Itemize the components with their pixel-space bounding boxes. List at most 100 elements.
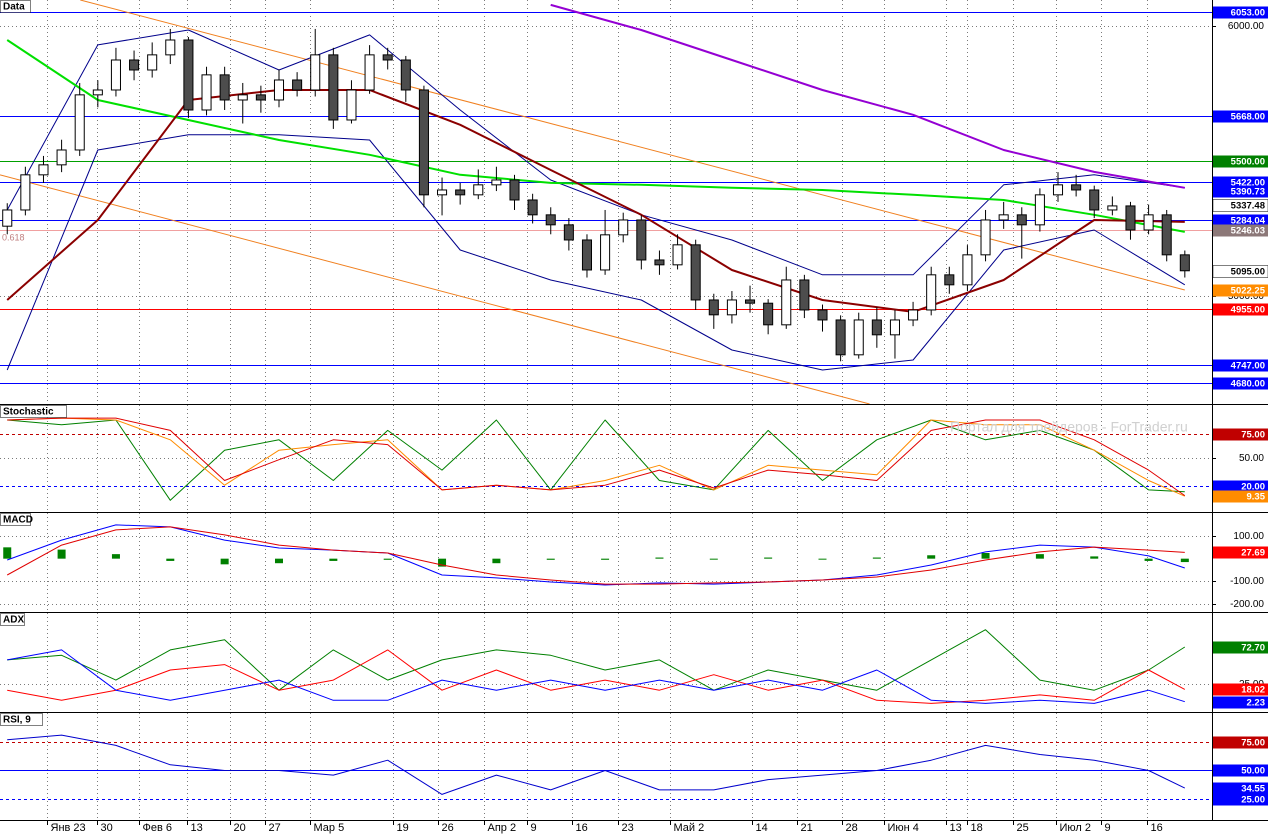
candle-body: [328, 54, 339, 121]
histogram-bar: [709, 558, 718, 560]
histogram-bar: [1035, 554, 1044, 559]
panel: [0, 613, 1212, 712]
candle-body: [708, 299, 719, 316]
candle-body: [1143, 214, 1154, 231]
candle-body: [817, 309, 828, 321]
series-line: [7, 649, 1185, 704]
candle-body: [998, 214, 1009, 221]
histogram-bar: [818, 558, 827, 560]
x-tick-label: Янв 23: [51, 822, 86, 834]
candle-body: [255, 94, 266, 101]
candle-body: [545, 214, 556, 226]
histogram-bar: [383, 558, 392, 560]
candle-body: [581, 239, 593, 271]
histogram-bar: [111, 554, 120, 559]
histogram-bar: [492, 558, 501, 564]
candle-body: [1071, 184, 1082, 191]
level-label-box: [1213, 6, 1268, 19]
level-label: 18.02: [1241, 685, 1265, 696]
candle-body: [110, 59, 121, 91]
panel: [0, 0, 1212, 404]
series-line: [7, 419, 1185, 501]
panel-title: ADX: [3, 615, 24, 626]
candle-body: [1016, 214, 1027, 226]
level-label-box: [1213, 764, 1268, 777]
series-line: [6, 39, 1185, 233]
histogram-bar: [981, 553, 990, 559]
candle-body: [690, 244, 701, 301]
candle-body: [980, 219, 991, 256]
series-line: [6, 526, 1185, 585]
level-label: 72.70: [1241, 643, 1265, 654]
candle-body: [310, 54, 321, 91]
candle-body: [835, 319, 846, 356]
level-label-box: [1213, 303, 1268, 316]
candle-body: [600, 234, 611, 271]
candle-body: [455, 189, 466, 196]
level-label: 75.00: [1241, 430, 1265, 441]
level-label: 5422.00: [1231, 178, 1265, 189]
panel-title: MACD: [3, 515, 33, 526]
level-label: 4747.00: [1231, 361, 1265, 372]
level-label: 5337.48: [1231, 201, 1265, 212]
x-tick-label: 9: [531, 822, 537, 834]
candle-body: [165, 39, 176, 56]
candle-body: [491, 179, 502, 186]
series-line: [7, 734, 1186, 795]
y-tick-label: -200.00: [1230, 599, 1264, 610]
candle-body: [38, 164, 49, 176]
level-label-box: [1213, 284, 1268, 297]
candle-body: [292, 79, 303, 91]
y-tick-label: 100.00: [1233, 531, 1264, 542]
candle-body: [400, 59, 411, 91]
candle-body: [853, 319, 864, 356]
y-tick-label: 6000.00: [1228, 21, 1265, 32]
candle-body: [364, 54, 375, 91]
x-tick-label: 18: [971, 822, 983, 834]
candle-body: [636, 219, 647, 261]
histogram-bar: [872, 557, 881, 559]
level-label-box: [1213, 683, 1268, 696]
level-label-box: [1213, 377, 1268, 390]
candle-body: [20, 174, 31, 211]
panel-title: Stochastic: [3, 407, 54, 418]
candle-body: [237, 94, 248, 101]
x-tick-label: Апр 2: [488, 822, 517, 834]
candle-body: [654, 259, 665, 266]
level-label: 5390.73: [1231, 187, 1265, 198]
series-line: [7, 524, 1185, 586]
candle-body: [74, 94, 85, 151]
candle-body: [1161, 214, 1172, 256]
x-tick-label: Июн 4: [888, 822, 919, 834]
candle-body: [201, 74, 212, 111]
histogram-bar: [1144, 558, 1153, 561]
candle-body: [781, 279, 792, 326]
candle-body: [147, 54, 158, 71]
level-label-box: [1213, 214, 1268, 227]
level-label-box: [1213, 793, 1268, 806]
panel-title-box: [0, 405, 67, 418]
candle-body: [1179, 254, 1190, 272]
level-label-box: [1212, 265, 1268, 278]
level-label: 4680.00: [1231, 379, 1265, 390]
level-label-box: [1213, 185, 1268, 198]
candle-body: [672, 244, 683, 266]
histogram-bar: [546, 558, 555, 560]
x-tick-label: 13: [950, 822, 962, 834]
candle-body: [346, 89, 357, 121]
candle-body: [418, 89, 429, 196]
histogram-bar: [220, 558, 229, 565]
panel-title: Data: [3, 2, 25, 13]
candle-body: [726, 299, 737, 316]
panels: [0, 0, 1212, 820]
x-tick-label: Май 2: [674, 822, 705, 834]
histogram-bar: [655, 557, 664, 559]
level-label: 5668.00: [1231, 112, 1265, 123]
x-tick-label: 19: [397, 822, 409, 834]
panel-title-box: [0, 0, 31, 13]
level-label: 50.00: [1241, 766, 1265, 777]
y-tick-label: -100.00: [1230, 576, 1264, 587]
y-tick-label: 5000.00: [1228, 291, 1265, 302]
histogram-bar: [274, 558, 283, 564]
